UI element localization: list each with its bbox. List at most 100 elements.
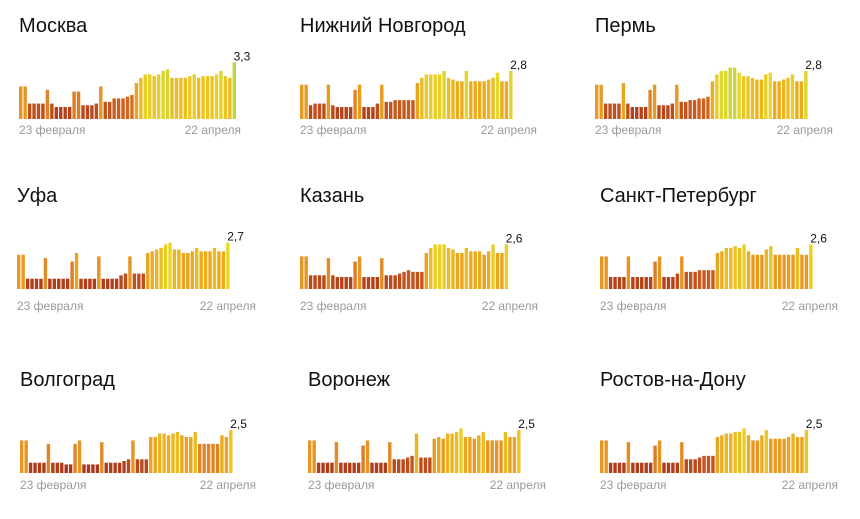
bar bbox=[195, 247, 199, 289]
bar bbox=[61, 278, 65, 289]
bar bbox=[472, 438, 477, 473]
bar bbox=[692, 100, 697, 119]
bar bbox=[148, 74, 152, 119]
bar bbox=[406, 270, 411, 289]
bar bbox=[45, 89, 50, 119]
bar bbox=[773, 438, 777, 473]
bar bbox=[715, 74, 719, 119]
bar bbox=[193, 431, 197, 473]
bar bbox=[374, 462, 379, 473]
bar bbox=[316, 462, 321, 473]
bar bbox=[379, 462, 383, 473]
bar bbox=[331, 275, 335, 289]
bar bbox=[603, 103, 608, 119]
bar bbox=[760, 254, 764, 289]
bar bbox=[455, 81, 460, 119]
bar bbox=[74, 253, 79, 289]
bar bbox=[104, 462, 108, 473]
bar bbox=[719, 71, 723, 119]
bar bbox=[190, 251, 194, 289]
city-title: Москва bbox=[19, 15, 88, 37]
bar bbox=[617, 277, 622, 289]
bar bbox=[491, 77, 495, 119]
bar bbox=[786, 254, 791, 289]
bar bbox=[41, 103, 45, 119]
bar bbox=[397, 273, 402, 289]
bar bbox=[141, 273, 145, 289]
bar bbox=[441, 438, 445, 473]
bar bbox=[680, 442, 684, 473]
bar bbox=[389, 101, 393, 119]
bar bbox=[175, 431, 180, 473]
bar bbox=[55, 462, 59, 473]
bar bbox=[97, 256, 101, 289]
bar bbox=[746, 76, 750, 119]
bar bbox=[800, 254, 804, 289]
bar bbox=[159, 247, 163, 289]
bar bbox=[653, 445, 657, 473]
bar bbox=[197, 77, 201, 119]
bar bbox=[25, 278, 30, 289]
bar bbox=[172, 249, 177, 289]
bar bbox=[782, 438, 786, 473]
bar bbox=[27, 103, 32, 119]
bar bbox=[644, 462, 648, 473]
bar bbox=[134, 83, 139, 119]
bar bbox=[684, 459, 688, 473]
bar bbox=[684, 271, 688, 289]
bar bbox=[205, 76, 210, 119]
bar bbox=[140, 459, 144, 473]
bar bbox=[517, 430, 521, 473]
panel-moscow: Москва 3,3 23 февраля 22 апреля bbox=[19, 15, 279, 165]
bar bbox=[109, 462, 113, 473]
bar bbox=[720, 435, 724, 473]
bar bbox=[126, 459, 131, 473]
bar bbox=[72, 91, 76, 119]
bar bbox=[648, 277, 653, 289]
bar bbox=[750, 77, 755, 119]
last-value-label: 2,5 bbox=[806, 417, 823, 431]
bar bbox=[675, 273, 680, 289]
bar bbox=[684, 101, 688, 119]
bar bbox=[657, 256, 662, 289]
bar bbox=[742, 428, 746, 473]
bar bbox=[228, 77, 232, 119]
bar bbox=[728, 67, 732, 119]
last-value-label: 3,3 bbox=[234, 49, 251, 63]
bar bbox=[442, 71, 446, 119]
bar bbox=[33, 462, 37, 473]
bar bbox=[211, 443, 215, 473]
bar bbox=[657, 440, 662, 473]
bar bbox=[335, 107, 339, 119]
bar bbox=[380, 84, 384, 119]
bar bbox=[481, 431, 485, 473]
bar bbox=[149, 437, 153, 473]
bar bbox=[384, 275, 388, 289]
bar bbox=[424, 74, 428, 119]
bar bbox=[657, 105, 661, 119]
bar bbox=[469, 81, 473, 119]
bar bbox=[608, 103, 612, 119]
bar-chart: 3,3 23 февраля 22 апреля bbox=[19, 49, 251, 137]
bar bbox=[184, 437, 189, 473]
bar bbox=[174, 77, 179, 119]
bar bbox=[671, 277, 675, 289]
bar bbox=[437, 244, 442, 289]
bar bbox=[608, 462, 613, 473]
bar bbox=[773, 254, 777, 289]
bar bbox=[183, 77, 188, 119]
bar bbox=[54, 107, 58, 119]
bar bbox=[768, 72, 772, 119]
bar bbox=[179, 77, 183, 119]
last-value-label: 2,7 bbox=[227, 230, 244, 244]
bar bbox=[746, 435, 751, 473]
bar bbox=[198, 443, 202, 473]
bar bbox=[357, 84, 362, 119]
bar bbox=[150, 251, 154, 289]
bar bbox=[406, 100, 411, 119]
city-title: Ростов-на-Дону bbox=[600, 369, 746, 391]
bar-chart: 2,6 23 февраля 22 апреля bbox=[600, 231, 838, 313]
bar bbox=[491, 244, 495, 289]
bar bbox=[460, 253, 464, 289]
bar bbox=[446, 77, 451, 119]
